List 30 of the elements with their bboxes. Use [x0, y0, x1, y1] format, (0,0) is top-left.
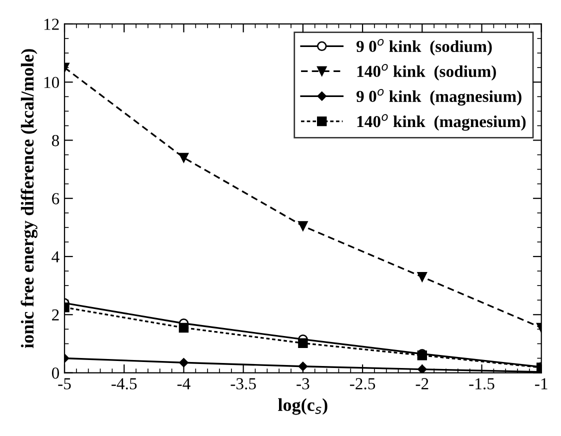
point: [298, 221, 308, 231]
x-tick-label: -4: [177, 378, 190, 390]
legend-label: 140$^{o}$ kink (magnesium): [357, 114, 526, 131]
point: [298, 362, 308, 372]
point: [179, 358, 188, 368]
point: [418, 364, 427, 373]
x-tick-label: -3.5: [230, 378, 256, 390]
legend-label: 140$^{o}$ kink (sodium): [357, 64, 496, 80]
y-axis-title: ionic free energy difference (kcal/mole): [20, 49, 38, 348]
point: [178, 152, 189, 163]
legend-label: 9 0$^{o}$ kink (sodium): [356, 38, 492, 56]
legend-label: 9 0$^{o}$ kink (magnesium): [356, 88, 522, 106]
x-tick-label: -2.5: [350, 378, 376, 390]
x-tick-label: -3: [296, 378, 310, 390]
x-tick-label: -5: [58, 378, 71, 390]
y-tick-label: 2: [52, 309, 59, 320]
x-tick-label: -1.5: [469, 378, 494, 390]
y-tick-label: 12: [44, 18, 59, 30]
x-tick-label: -1: [535, 378, 548, 390]
y-tick-label: 10: [44, 76, 60, 88]
point: [178, 322, 189, 333]
y-tick-label: 4: [52, 251, 60, 262]
y-tick-label: 0: [52, 367, 60, 379]
point: [417, 272, 428, 282]
x-tick-label: -2: [416, 378, 428, 390]
y-tick-label: 6: [52, 193, 60, 204]
point: [298, 338, 308, 348]
y-tick-label: 8: [52, 134, 60, 146]
x-axis-title: log(c$_{s}$): [278, 398, 328, 415]
x-tick-label: -4.5: [112, 378, 137, 390]
